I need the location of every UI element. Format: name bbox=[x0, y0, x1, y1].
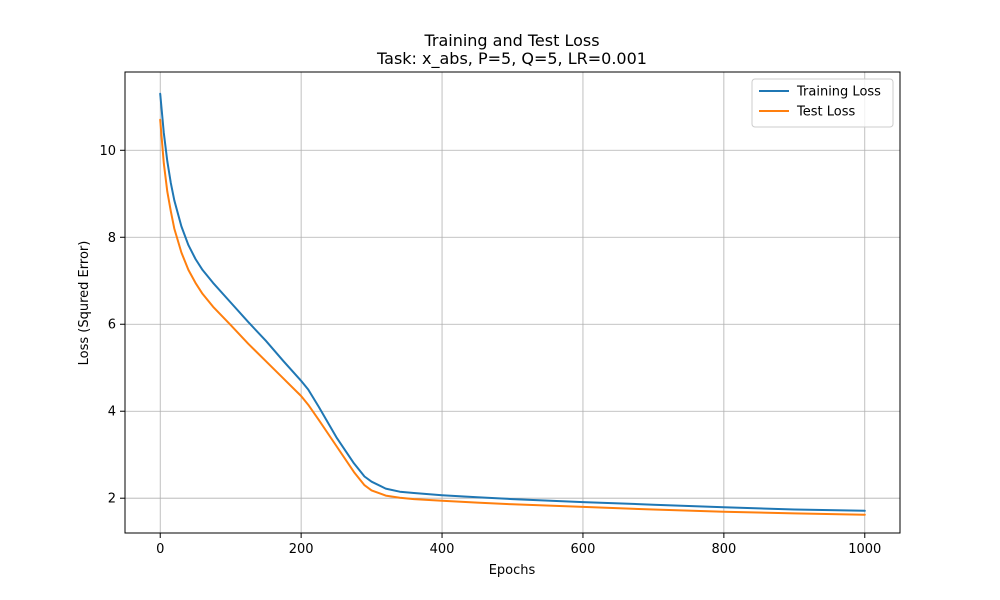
series-line-test-loss bbox=[159, 118, 866, 516]
y-tick-label: 10 bbox=[99, 144, 116, 159]
x-axis-label: Epochs bbox=[489, 563, 536, 578]
chart-subtitle: Task: x_abs, P=5, Q=5, LR=0.001 bbox=[376, 49, 647, 69]
x-tick-label: 400 bbox=[430, 542, 455, 557]
y-tick-label: 2 bbox=[108, 492, 116, 507]
chart-title: Training and Test Loss bbox=[423, 31, 599, 50]
x-tick-label: 1000 bbox=[848, 542, 881, 557]
x-tick-label: 600 bbox=[571, 542, 596, 557]
grid bbox=[125, 72, 900, 533]
y-axis-label: Loss (Squred Error) bbox=[77, 241, 92, 366]
y-tick-label: 4 bbox=[108, 405, 116, 420]
x-tick-label: 0 bbox=[156, 542, 164, 557]
plot-area-frame bbox=[124, 71, 901, 534]
x-tick-label: 200 bbox=[289, 542, 314, 557]
axis-ticks: 0 200 400 600 800 1000 2 4 6 8 10 bbox=[99, 144, 881, 557]
series-lines bbox=[159, 92, 866, 516]
y-tick-label: 6 bbox=[108, 318, 116, 333]
series-line-training-loss bbox=[159, 92, 866, 512]
legend: Training Loss Test Loss bbox=[751, 78, 894, 128]
legend-label-training-loss: Training Loss bbox=[796, 85, 881, 100]
x-tick-label: 800 bbox=[711, 542, 736, 557]
legend-label-test-loss: Test Loss bbox=[796, 105, 855, 120]
y-tick-label: 8 bbox=[108, 231, 116, 246]
